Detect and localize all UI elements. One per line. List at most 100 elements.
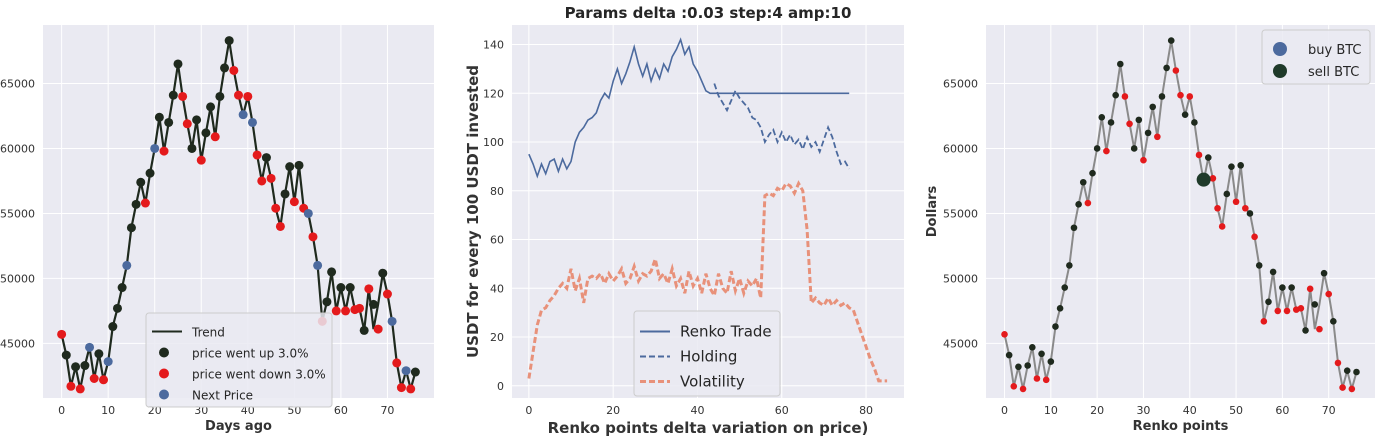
x-tick-label: 10	[1044, 404, 1058, 417]
y-tick-label: 20	[490, 331, 504, 344]
up-point	[1079, 178, 1087, 186]
down-point	[1154, 133, 1161, 141]
up-point	[378, 268, 388, 278]
x-tick-label: 40	[1183, 404, 1197, 417]
up-point	[1047, 358, 1055, 365]
y-tick-label: 0	[497, 380, 504, 393]
down-point	[243, 91, 253, 101]
next-price-point	[150, 143, 160, 153]
up-point	[345, 283, 355, 293]
y-tick-label: 65000	[0, 77, 35, 90]
x-axis-label: Days ago	[205, 419, 272, 434]
x-tick-label: 40	[690, 404, 704, 417]
up-point	[1093, 145, 1101, 152]
next-price-point	[387, 316, 397, 326]
down-point	[382, 289, 392, 299]
up-point	[294, 160, 304, 170]
renko-trade-line	[528, 37, 850, 179]
y-tick-label: 45000	[0, 337, 35, 350]
x-tick-label: 60	[1275, 404, 1289, 417]
y-tick-label: 50000	[943, 272, 978, 285]
x-tick-label: 70	[380, 404, 394, 417]
up-point	[1163, 64, 1170, 72]
down-point	[99, 375, 109, 385]
y-tick-label: 120	[483, 87, 504, 100]
up-point	[336, 283, 346, 293]
up-point	[1130, 145, 1138, 152]
left-chart: 0 10 20 30 40 50 60 704500050000550006000065000…	[0, 25, 434, 434]
up-point	[1343, 367, 1351, 375]
down-point	[1274, 307, 1282, 315]
up-point	[206, 102, 216, 112]
right-chart: 0 10 20 30 40 50 60 70 45000 50000 55000 60000 65000…	[925, 25, 1375, 434]
down-point	[1177, 91, 1184, 99]
down-point	[140, 198, 150, 208]
down-point	[1316, 325, 1323, 333]
y-tick-label: 60000	[943, 142, 978, 155]
up-point	[1330, 318, 1337, 325]
down-point	[373, 324, 383, 334]
x-tick-label: 50	[1229, 404, 1243, 417]
y-tick-label: 40	[490, 282, 504, 295]
chart-title: Params delta :0.03 step:4 amp:10	[565, 4, 852, 22]
down-point	[1001, 331, 1008, 338]
up-point	[1061, 284, 1069, 291]
down-point	[257, 176, 267, 186]
up-point	[1204, 154, 1212, 161]
up-point	[61, 350, 71, 360]
up-point	[1052, 323, 1059, 330]
down-point	[1334, 359, 1342, 367]
up-point	[220, 63, 230, 73]
up-point	[112, 303, 122, 313]
legend-box	[1261, 29, 1371, 85]
next-price-point	[122, 260, 132, 270]
next-price-point	[103, 357, 113, 367]
up-point	[1015, 363, 1022, 371]
up-point	[215, 91, 225, 101]
next-price-point	[401, 366, 411, 376]
up-point	[1005, 351, 1013, 359]
y-axis-label: Dollars	[925, 185, 940, 237]
up-point	[261, 153, 271, 163]
down-point	[210, 132, 220, 142]
up-point	[187, 143, 197, 153]
down-point	[1214, 204, 1221, 212]
legend-dot-swatch	[159, 347, 169, 358]
down-point	[1348, 385, 1356, 393]
up-point	[1255, 262, 1263, 269]
y-tick-label: 45000	[943, 337, 978, 350]
down-point	[1019, 385, 1027, 393]
up-point	[1070, 224, 1078, 232]
down-point	[1218, 223, 1226, 230]
down-point	[89, 374, 99, 384]
up-point	[1029, 344, 1036, 351]
up-point	[285, 162, 295, 172]
up-point	[1320, 269, 1328, 277]
down-point	[406, 384, 416, 394]
down-point	[289, 197, 299, 207]
up-point	[1107, 119, 1115, 126]
down-point	[178, 91, 188, 101]
down-point	[1042, 376, 1050, 384]
up-point	[1158, 93, 1166, 100]
up-point	[80, 361, 90, 371]
y-tick-label: 65000	[943, 77, 978, 90]
legend-label: buy BTC	[1308, 43, 1362, 58]
x-tick-label: 60	[334, 404, 348, 417]
down-point	[1033, 375, 1041, 382]
legend-label: price went down 3.0%	[192, 368, 326, 382]
down-point	[1186, 93, 1194, 100]
y-tick-label: 60	[490, 234, 504, 247]
up-point	[1066, 262, 1073, 269]
up-point	[1075, 201, 1082, 208]
legend-box	[145, 312, 333, 408]
x-axis-label: Renko points	[1133, 419, 1229, 434]
down-point	[1251, 233, 1258, 241]
up-point	[1302, 327, 1309, 334]
x-tick-label: 0	[58, 404, 65, 417]
up-point	[1228, 163, 1235, 170]
up-point	[164, 117, 174, 127]
down-point	[1209, 175, 1217, 182]
down-point	[75, 384, 85, 394]
